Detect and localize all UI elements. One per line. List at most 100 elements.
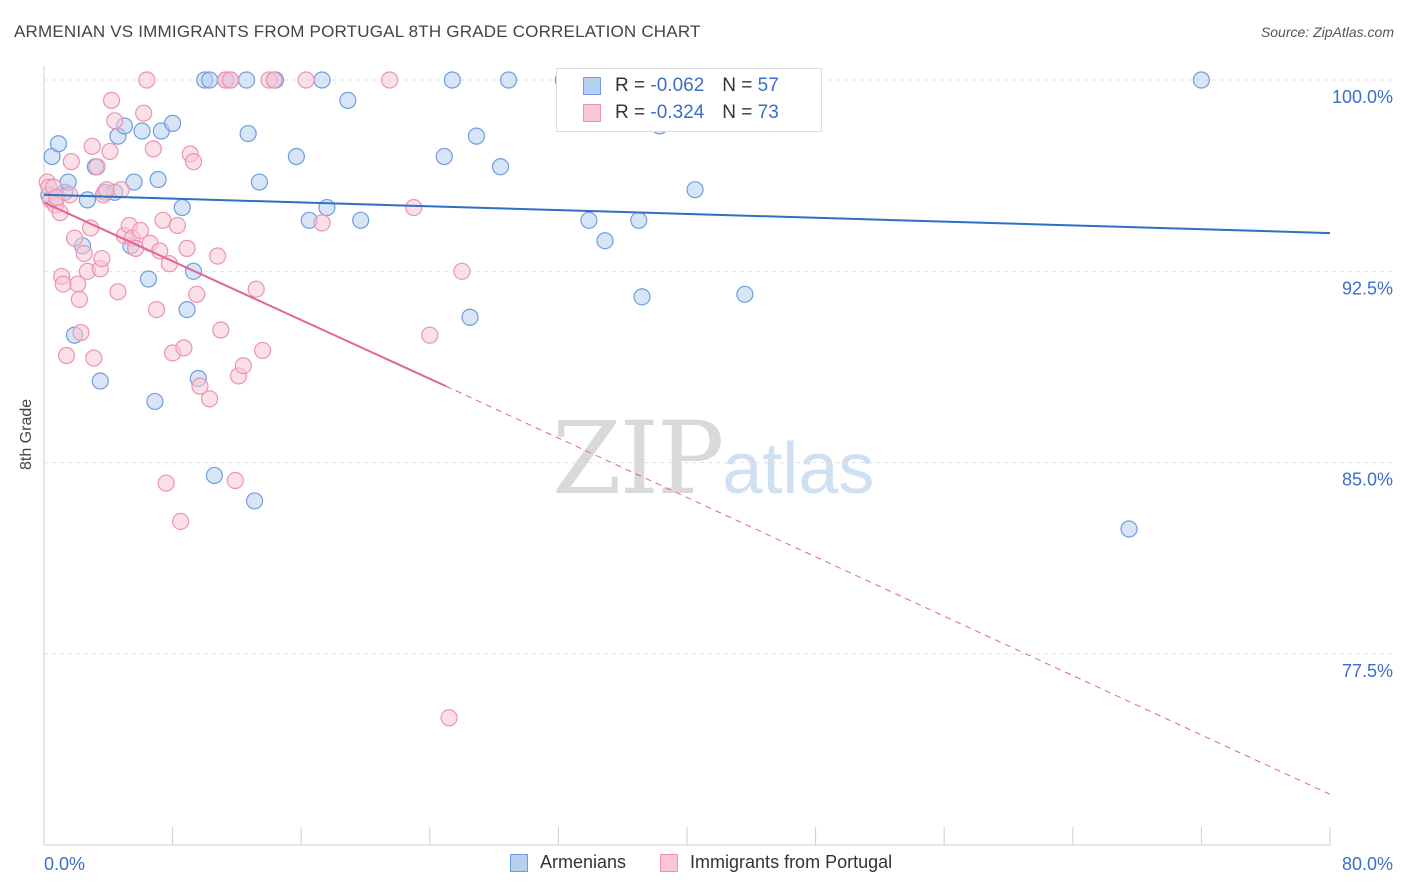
point-portugal bbox=[65, 229, 84, 247]
watermark-zip: ZIP bbox=[552, 400, 724, 517]
x-tick-label: 80.0% bbox=[1342, 854, 1393, 874]
point-armenians bbox=[1192, 71, 1211, 89]
legend-swatch-pink bbox=[660, 853, 679, 872]
point-armenians bbox=[1120, 520, 1138, 538]
chart-title: ARMENIAN VS IMMIGRANTS FROM PORTUGAL 8TH… bbox=[14, 22, 701, 41]
point-armenians bbox=[318, 198, 336, 217]
point-armenians bbox=[461, 308, 479, 326]
point-armenians bbox=[250, 173, 269, 191]
point-portugal bbox=[178, 239, 196, 257]
legend-swatch-blue bbox=[583, 77, 601, 95]
point-armenians bbox=[139, 270, 158, 288]
point-armenians bbox=[49, 135, 68, 153]
watermark: ZIPatlas bbox=[552, 400, 874, 517]
point-portugal bbox=[175, 339, 193, 357]
point-portugal bbox=[75, 244, 93, 263]
legend-item-armenians: Armenians bbox=[510, 852, 626, 873]
point-armenians bbox=[200, 71, 219, 89]
y-tick-label: 100.0% bbox=[1332, 87, 1393, 107]
legend-row-armenians: R = -0.062 N = 57 bbox=[583, 73, 779, 99]
point-portugal bbox=[440, 709, 458, 727]
point-portugal bbox=[200, 390, 219, 408]
point-portugal bbox=[188, 285, 206, 303]
point-armenians bbox=[91, 372, 109, 390]
point-armenians bbox=[352, 211, 370, 229]
point-portugal bbox=[154, 211, 172, 229]
legend-n-label: N = bbox=[722, 75, 753, 96]
point-portugal bbox=[381, 71, 399, 89]
legend-swatch-blue bbox=[510, 853, 528, 872]
point-portugal bbox=[144, 140, 162, 158]
point-portugal bbox=[313, 214, 331, 232]
x-tick-label: 0.0% bbox=[44, 854, 85, 874]
point-portugal bbox=[62, 153, 80, 171]
point-portugal bbox=[212, 321, 230, 339]
point-portugal bbox=[453, 262, 471, 280]
point-portugal bbox=[168, 216, 187, 235]
point-armenians bbox=[491, 158, 510, 176]
point-armenians bbox=[736, 285, 754, 303]
point-armenians bbox=[237, 71, 256, 89]
trend-line-portugal bbox=[43, 201, 447, 388]
stats-legend: R = -0.062 N = 57 R = -0.324 N = 73 bbox=[556, 68, 822, 132]
point-armenians bbox=[78, 191, 97, 209]
point-portugal bbox=[405, 198, 423, 217]
point-armenians bbox=[596, 232, 614, 250]
point-portugal bbox=[226, 471, 244, 490]
legend-row-portugal: R = -0.324 N = 73 bbox=[583, 100, 779, 126]
watermark-atlas: atlas bbox=[722, 429, 875, 509]
trend-line-portugal-extension bbox=[445, 385, 1331, 795]
legend-item-portugal: Immigrants from Portugal bbox=[660, 852, 892, 873]
point-portugal bbox=[191, 377, 209, 395]
point-armenians bbox=[435, 147, 453, 166]
point-armenians bbox=[146, 392, 164, 411]
point-portugal bbox=[88, 158, 106, 176]
legend-r-value: -0.062 bbox=[650, 75, 705, 96]
legend-r-label: R = bbox=[615, 102, 646, 123]
point-portugal bbox=[254, 341, 272, 360]
point-portugal bbox=[106, 112, 124, 130]
point-armenians bbox=[443, 71, 461, 89]
point-portugal bbox=[209, 247, 227, 265]
point-portugal bbox=[172, 512, 190, 530]
point-portugal bbox=[101, 142, 119, 161]
legend-r-value: -0.324 bbox=[650, 102, 705, 123]
point-armenians bbox=[205, 466, 223, 485]
legend-r-label: R = bbox=[615, 75, 646, 96]
point-portugal bbox=[234, 357, 252, 375]
point-armenians bbox=[467, 127, 486, 145]
point-portugal bbox=[109, 283, 127, 301]
point-portugal bbox=[131, 221, 150, 240]
point-portugal bbox=[93, 249, 111, 268]
point-armenians bbox=[239, 124, 257, 143]
y-axis-label: 8th Grade bbox=[18, 398, 35, 470]
point-portugal bbox=[135, 104, 153, 122]
chart-source: Source: ZipAtlas.com bbox=[1260, 24, 1394, 40]
point-armenians bbox=[164, 114, 182, 132]
point-portugal bbox=[98, 181, 116, 199]
point-portugal bbox=[147, 301, 166, 319]
point-portugal bbox=[112, 181, 130, 199]
legend-n-value: 57 bbox=[757, 75, 779, 96]
trend-line-armenians bbox=[43, 193, 1331, 235]
point-portugal bbox=[265, 71, 283, 89]
point-portugal bbox=[138, 71, 156, 89]
point-portugal bbox=[157, 474, 175, 492]
y-tick-label: 85.0% bbox=[1342, 470, 1393, 490]
point-armenians bbox=[133, 122, 151, 140]
point-portugal bbox=[247, 280, 265, 298]
point-armenians bbox=[499, 71, 518, 89]
point-portugal bbox=[83, 137, 101, 155]
series-legend: Armenians Immigrants from Portugal bbox=[510, 852, 926, 873]
point-portugal bbox=[221, 71, 240, 89]
point-portugal bbox=[421, 326, 439, 344]
point-armenians bbox=[633, 288, 651, 306]
point-portugal bbox=[102, 91, 121, 110]
legend-label-portugal: Immigrants from Portugal bbox=[690, 852, 893, 872]
point-armenians bbox=[686, 181, 704, 199]
point-armenians bbox=[245, 492, 264, 510]
legend-n-value: 73 bbox=[757, 102, 779, 123]
point-armenians bbox=[125, 173, 143, 191]
point-portugal bbox=[54, 275, 72, 293]
